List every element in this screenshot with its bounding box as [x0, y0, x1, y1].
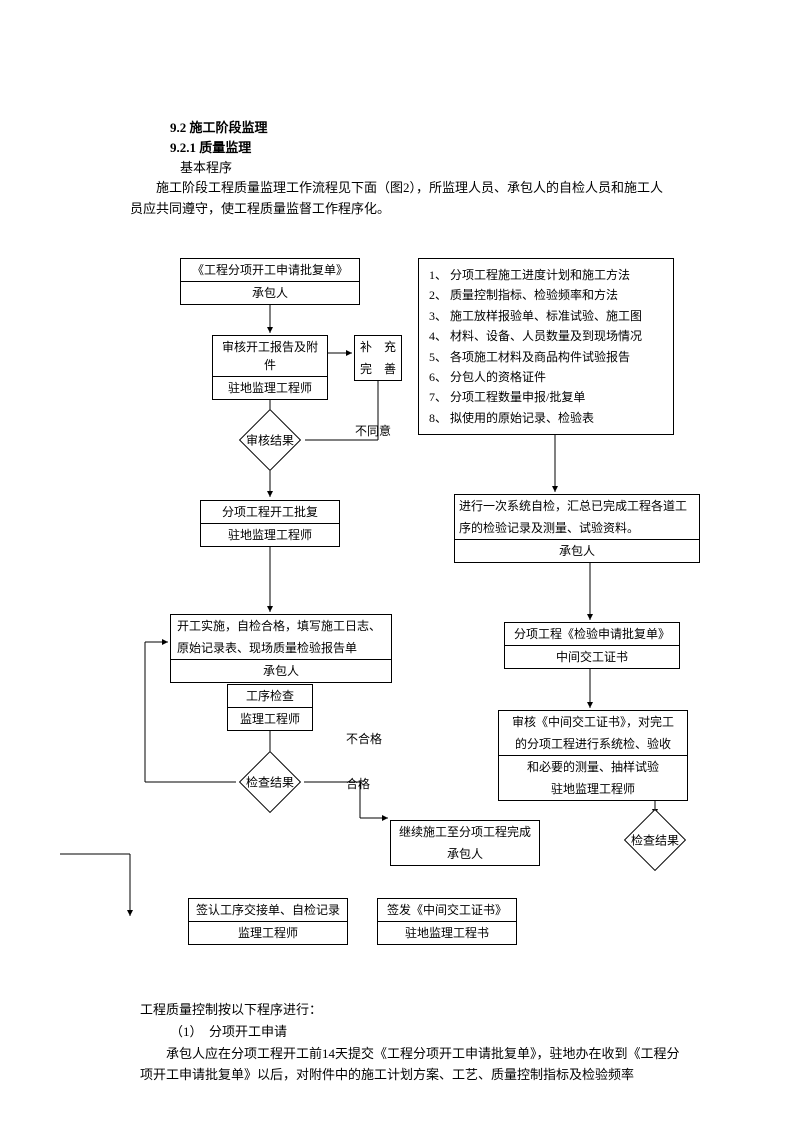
decision-check2: 检查结果: [633, 818, 677, 862]
box-application: 《工程分项开工申请批复单》 承包人: [180, 258, 360, 305]
box-review: 审核开工报告及附件 驻地监理工程师: [212, 335, 328, 400]
footer-p2: （1） 分项开工申请: [170, 1022, 710, 1043]
decision-review: 审核结果: [248, 418, 292, 462]
box-procedure-check: 工序检查 监理工程师: [227, 684, 313, 731]
box-implement: 开工实施，自检合格，填写施工日志、 原始记录表、现场质量检验报告单 承包人: [170, 614, 392, 683]
heading-9-2: 9.2 施工阶段监理: [170, 118, 268, 139]
footer-p1: 工程质量控制按以下程序进行：: [140, 1000, 680, 1021]
box-selfcheck: 进行一次系统自检，汇总已完成工程各道工 序的检验记录及测量、试验资料。 承包人: [454, 494, 700, 563]
box-approval: 分项工程开工批复 驻地监理工程师: [200, 500, 340, 547]
footer-p3: 承包人应在分项工程开工前14天提交《工程分项开工申请批复单》，驻地办在收到《工程…: [140, 1044, 680, 1086]
box-apply2: 分项工程《检验申请批复单》 中间交工证书: [504, 622, 680, 669]
box-continue: 继续施工至分项工程完成 承包人: [390, 820, 540, 866]
heading-basic: 基本程序: [180, 158, 232, 179]
intro-paragraph: 施工阶段工程质量监理工作流程见下面（图2），所监理人员、承包人的自检人员和施工人…: [130, 178, 670, 220]
decision-check: 检查结果: [248, 760, 292, 804]
heading-9-2-1: 9.2.1 质量监理: [170, 138, 251, 159]
label-pass: 合格: [346, 775, 370, 792]
label-fail: 不合格: [346, 730, 382, 747]
box-sign2: 签发《中间交工证书》 驻地监理工程书: [377, 898, 517, 945]
box-checklist: 1、 分项工程施工进度计划和施工方法 2、 质量控制指标、检验频率和方法 3、 …: [418, 258, 674, 435]
label-disagree: 不同意: [355, 422, 391, 439]
box-sign1: 签认工序交接单、自检记录 监理工程师: [188, 898, 348, 945]
box-review2: 审核《中间交工证书》，对完工 的分项工程进行系统检、验收 和必要的测量、抽样试验…: [498, 710, 688, 801]
box-supplement: 补 充 完 善: [354, 335, 402, 381]
